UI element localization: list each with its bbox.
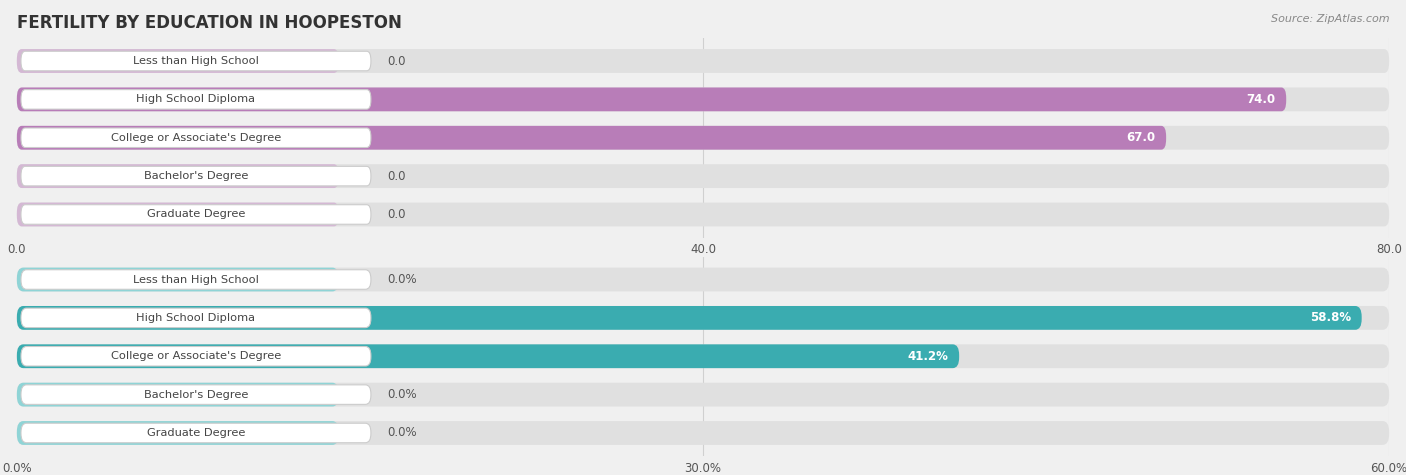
Text: Bachelor's Degree: Bachelor's Degree xyxy=(143,171,247,181)
FancyBboxPatch shape xyxy=(17,202,1389,227)
FancyBboxPatch shape xyxy=(21,423,371,443)
Text: 74.0: 74.0 xyxy=(1246,93,1275,106)
Text: FERTILITY BY EDUCATION IN HOOPESTON: FERTILITY BY EDUCATION IN HOOPESTON xyxy=(17,14,402,32)
FancyBboxPatch shape xyxy=(17,306,1361,330)
Text: 0.0: 0.0 xyxy=(388,208,406,221)
FancyBboxPatch shape xyxy=(21,90,371,109)
FancyBboxPatch shape xyxy=(21,308,371,328)
Text: High School Diploma: High School Diploma xyxy=(136,313,256,323)
FancyBboxPatch shape xyxy=(21,385,371,404)
Text: Bachelor's Degree: Bachelor's Degree xyxy=(143,390,247,399)
FancyBboxPatch shape xyxy=(17,126,1389,150)
Text: 41.2%: 41.2% xyxy=(907,350,948,363)
FancyBboxPatch shape xyxy=(17,49,339,73)
FancyBboxPatch shape xyxy=(21,128,371,148)
Text: 58.8%: 58.8% xyxy=(1309,312,1351,324)
FancyBboxPatch shape xyxy=(17,306,1389,330)
FancyBboxPatch shape xyxy=(21,270,371,289)
FancyBboxPatch shape xyxy=(17,344,959,368)
FancyBboxPatch shape xyxy=(17,267,339,291)
FancyBboxPatch shape xyxy=(21,51,371,71)
Text: 67.0: 67.0 xyxy=(1126,131,1156,144)
Text: 0.0: 0.0 xyxy=(388,55,406,67)
FancyBboxPatch shape xyxy=(17,202,339,227)
Text: Less than High School: Less than High School xyxy=(134,275,259,285)
FancyBboxPatch shape xyxy=(21,346,371,366)
FancyBboxPatch shape xyxy=(17,421,1389,445)
Text: College or Associate's Degree: College or Associate's Degree xyxy=(111,133,281,143)
FancyBboxPatch shape xyxy=(21,166,371,186)
FancyBboxPatch shape xyxy=(17,344,1389,368)
FancyBboxPatch shape xyxy=(17,383,339,407)
FancyBboxPatch shape xyxy=(17,383,1389,407)
Text: Graduate Degree: Graduate Degree xyxy=(146,209,245,219)
FancyBboxPatch shape xyxy=(17,421,339,445)
Text: 0.0%: 0.0% xyxy=(388,273,418,286)
Text: 0.0%: 0.0% xyxy=(388,427,418,439)
FancyBboxPatch shape xyxy=(17,164,339,188)
FancyBboxPatch shape xyxy=(17,87,1389,111)
Text: High School Diploma: High School Diploma xyxy=(136,95,256,104)
FancyBboxPatch shape xyxy=(17,87,1286,111)
FancyBboxPatch shape xyxy=(17,267,1389,291)
FancyBboxPatch shape xyxy=(21,205,371,224)
FancyBboxPatch shape xyxy=(17,49,1389,73)
FancyBboxPatch shape xyxy=(17,126,1166,150)
Text: 0.0: 0.0 xyxy=(388,170,406,182)
FancyBboxPatch shape xyxy=(17,164,1389,188)
Text: College or Associate's Degree: College or Associate's Degree xyxy=(111,351,281,361)
Text: Graduate Degree: Graduate Degree xyxy=(146,428,245,438)
Text: Less than High School: Less than High School xyxy=(134,56,259,66)
Text: 0.0%: 0.0% xyxy=(388,388,418,401)
Text: Source: ZipAtlas.com: Source: ZipAtlas.com xyxy=(1271,14,1389,24)
